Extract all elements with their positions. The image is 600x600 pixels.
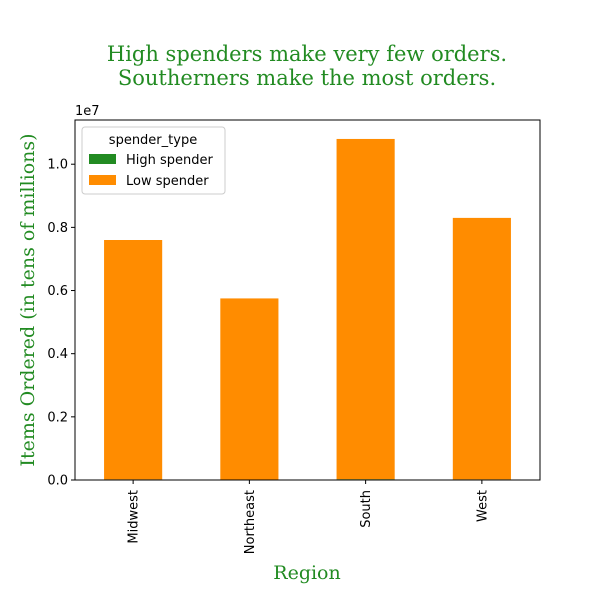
plot-area: 0.0 0.2 0.4 0.6 0.8 1.0 Midwest Northeast South… [47, 119, 541, 554]
legend-label-high-spender: High spender [126, 153, 214, 168]
y-tick-label: 1.0 [47, 158, 68, 173]
x-axis-ticks: Midwest Northeast South West [127, 480, 490, 554]
chart-title: High spenders make very few orders. Sout… [107, 42, 507, 90]
y-axis-label: Items Ordered (in tens of millions) [17, 133, 39, 466]
chart-title-line-2: Southerners make the most orders. [118, 66, 496, 90]
legend-swatch-low-spender [89, 175, 116, 185]
chart-title-line-1: High spenders make very few orders. [107, 42, 507, 66]
x-tick-label-south: South [359, 490, 374, 528]
x-tick-label-midwest: Midwest [127, 490, 142, 544]
legend-label-low-spender: Low spender [126, 174, 209, 189]
y-tick-label: 0.4 [47, 347, 68, 362]
y-scale-label: 1e7 [75, 104, 100, 119]
legend-swatch-high-spender [89, 154, 116, 164]
x-tick-label-northeast: Northeast [243, 490, 258, 554]
legend: spender_type High spender Low spender [81, 126, 226, 195]
bar-midwest-low-spender [104, 240, 163, 480]
y-tick-label: 0.6 [47, 284, 68, 299]
legend-box [81, 126, 226, 195]
y-tick-label: 0.8 [47, 221, 68, 236]
bar-northeast-low-spender [220, 298, 279, 480]
x-axis-label: Region [273, 562, 340, 584]
x-tick-label-west: West [475, 490, 490, 522]
bars-layer [104, 138, 511, 480]
plot-frame [74, 119, 541, 481]
bar-west-low-spender [452, 217, 511, 480]
y-tick-label: 0.2 [47, 410, 68, 425]
legend-title: spender_type [109, 133, 197, 148]
legend-items: High spender Low spender [89, 153, 214, 189]
y-axis-ticks: 0.0 0.2 0.4 0.6 0.8 1.0 [47, 158, 75, 489]
y-tick-label: 0.0 [47, 474, 68, 489]
bar-south-low-spender [336, 138, 395, 480]
